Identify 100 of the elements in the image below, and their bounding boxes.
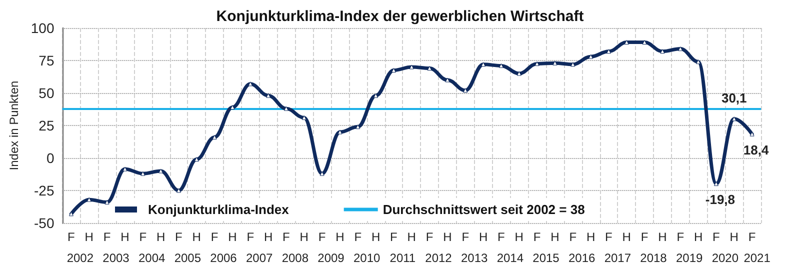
- x-tick-label: H: [407, 230, 416, 244]
- point: [248, 82, 253, 86]
- x-tick-label: F: [354, 230, 362, 244]
- x-tick-label: F: [462, 230, 470, 244]
- text: 2021: [744, 251, 771, 265]
- x-tick-label: F: [139, 230, 147, 244]
- chart-title: Konjunkturklima-Index der gewerblichen Wirtschaft: [216, 8, 584, 25]
- text: 2007: [246, 251, 274, 265]
- x-tick-label: F: [103, 230, 111, 244]
- text: 2011: [390, 251, 416, 265]
- x-tick-label: H: [622, 230, 631, 244]
- point: [338, 130, 342, 134]
- x-tick-label: F: [246, 230, 254, 244]
- data-label: 18,4: [743, 142, 770, 158]
- x-tick-label: F: [605, 230, 612, 244]
- x-tick-label: H: [156, 230, 166, 244]
- point: [588, 54, 594, 59]
- x-tick-label: H: [371, 230, 380, 244]
- point: [445, 78, 450, 82]
- point: [320, 171, 324, 176]
- x-tick-label: H: [443, 230, 452, 244]
- x-tick-label: H: [120, 230, 130, 244]
- point: [534, 62, 540, 66]
- point: [678, 46, 683, 52]
- text: 2004: [138, 251, 166, 265]
- x-tick-label: F: [712, 230, 720, 244]
- text: 2018: [640, 251, 668, 265]
- x-tick-label: F: [210, 230, 218, 244]
- data-label: 30,1: [721, 90, 747, 106]
- point: [606, 49, 611, 54]
- point: [374, 93, 378, 98]
- x-tick-label: F: [318, 230, 326, 244]
- text: 2008: [282, 251, 309, 265]
- point: [696, 60, 701, 64]
- x-tick-label: H: [586, 230, 596, 244]
- x-tick-label: H: [550, 230, 560, 244]
- point: [660, 49, 665, 54]
- point: [230, 105, 235, 110]
- x-tick-label: F: [175, 230, 182, 244]
- text: 2019: [676, 251, 704, 265]
- text: 2002: [66, 251, 94, 265]
- text: 2009: [318, 251, 345, 265]
- point: [732, 116, 736, 122]
- x-tick-label: F: [498, 230, 505, 244]
- x-tick-label: H: [694, 230, 703, 244]
- text: 2012: [425, 251, 452, 265]
- text: 2006: [210, 251, 238, 265]
- x-tick-label: H: [192, 230, 201, 244]
- x-tick-label: H: [300, 230, 308, 244]
- text: 2013: [460, 251, 488, 265]
- point: [356, 124, 360, 130]
- point: [391, 68, 396, 72]
- point: [266, 93, 271, 98]
- point: [750, 132, 754, 136]
- y-tick-label: 75: [38, 52, 54, 68]
- text: 2016: [568, 251, 596, 265]
- text: 2017: [604, 251, 632, 265]
- y-tick-label: -25: [34, 182, 54, 198]
- point: [86, 197, 92, 202]
- x-tick-label: H: [730, 230, 738, 244]
- x-tick-label: H: [478, 230, 488, 244]
- point: [212, 134, 217, 140]
- legend-label: Konjunkturklima-Index: [148, 202, 290, 217]
- point: [570, 62, 576, 67]
- x-tick-label: H: [228, 230, 237, 244]
- legend-label: Durchschnittswert seit 2002 = 38: [382, 202, 585, 217]
- point: [516, 71, 522, 76]
- x-tick-label: F: [282, 230, 290, 244]
- x-tick-label: F: [640, 230, 648, 244]
- x-tick-label: F: [748, 230, 756, 244]
- x-tick-label: H: [336, 230, 344, 244]
- text: 2020: [712, 251, 739, 265]
- text: 2015: [532, 251, 560, 265]
- y-tick-label: 50: [38, 85, 54, 101]
- y-tick-label: 0: [46, 150, 54, 166]
- point: [463, 88, 468, 93]
- data-label: -19,8: [705, 192, 736, 207]
- point: [122, 166, 128, 172]
- point: [284, 106, 288, 111]
- point: [624, 40, 629, 45]
- x-tick-label: F: [676, 230, 684, 244]
- x-tick-label: F: [390, 230, 398, 244]
- x-tick-label: H: [514, 230, 524, 244]
- text: 2003: [102, 251, 130, 265]
- x-tick-label: H: [658, 230, 667, 244]
- point: [552, 60, 558, 66]
- point: [302, 115, 306, 120]
- y-tick-label: 25: [38, 118, 54, 134]
- text: 2014: [496, 251, 524, 265]
- x-tick-label: F: [533, 230, 541, 244]
- point: [642, 40, 647, 45]
- point: [194, 157, 199, 162]
- x-tick-label: F: [569, 230, 577, 244]
- point: [714, 181, 718, 186]
- point: [409, 64, 414, 70]
- point: [140, 171, 146, 176]
- y-tick-label: 100: [30, 20, 54, 36]
- point: [427, 66, 432, 71]
- x-tick-label: F: [68, 230, 75, 244]
- point: [498, 63, 504, 68]
